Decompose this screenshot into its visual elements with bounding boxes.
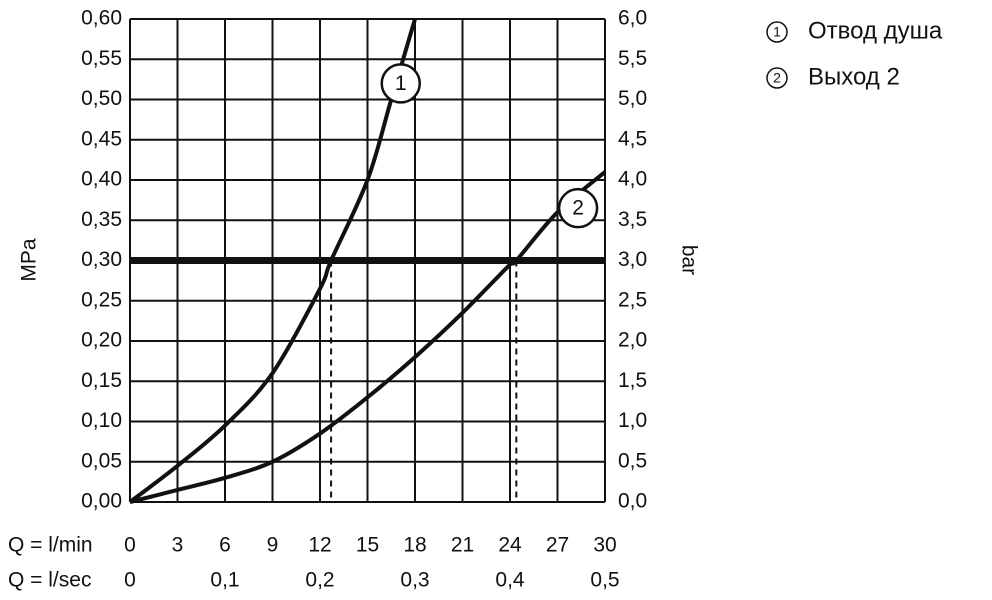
curve-label-circle: [380, 63, 421, 104]
y-tick-label: 0,20: [81, 329, 122, 352]
x-tick-label: 24: [498, 534, 522, 557]
y-tick-label: 0,30: [81, 248, 122, 271]
x2-tick-label: 0,4: [495, 569, 525, 592]
y-tick-label: 0,55: [81, 47, 122, 70]
x-tick-label: 12: [308, 534, 331, 557]
y-tick-label: 0,45: [81, 127, 122, 150]
y-tick-label: 0,15: [81, 369, 122, 392]
legend-circle: [766, 67, 788, 89]
y2-tick-label: 1,5: [618, 369, 647, 392]
x2-tick-label: 0: [124, 569, 136, 592]
y2-tick-label: 1,0: [618, 409, 647, 432]
legend-number: 2: [773, 70, 781, 86]
x-axis-label: Q = l/min: [8, 534, 93, 557]
curve: [128, 18, 417, 504]
y2-tick-label: 4,0: [618, 168, 647, 191]
y-tick-label: 0,40: [81, 168, 122, 191]
y-tick-label: 0,00: [81, 490, 122, 513]
x-tick-label: 30: [593, 534, 616, 557]
curve: [129, 170, 607, 504]
x-tick-label: 9: [267, 534, 279, 557]
y-tick-label: 0,35: [81, 208, 122, 231]
x-tick-label: 6: [219, 534, 231, 557]
y-tick-label: 0,50: [81, 87, 122, 110]
x-tick-label: 18: [403, 534, 426, 557]
legend-circle: [766, 21, 788, 43]
y2-tick-label: 2,5: [618, 288, 647, 311]
x2-tick-label: 0,5: [590, 569, 619, 592]
x-tick-label: 27: [546, 534, 569, 557]
x-tick-label: 15: [356, 534, 379, 557]
y2-tick-label: 0,5: [618, 449, 647, 472]
y-tick-label: 0,60: [81, 7, 122, 30]
y-tick-label: 0,05: [81, 449, 122, 472]
curve-label: 2: [572, 197, 584, 220]
y2-axis-label: bar: [677, 245, 700, 275]
y2-tick-label: 6,0: [618, 7, 647, 30]
x2-tick-label: 0,1: [210, 569, 239, 592]
y2-tick-label: 4,5: [618, 127, 647, 150]
y2-tick-label: 2,0: [618, 329, 647, 352]
legend-label: Отвод душа: [808, 17, 943, 44]
y2-tick-label: 5,5: [618, 47, 647, 70]
x2-axis-label: Q = l/sec: [8, 569, 91, 592]
x-tick-label: 3: [172, 534, 184, 557]
x2-tick-label: 0,2: [305, 569, 334, 592]
x2-tick-label: 0,3: [400, 569, 429, 592]
x-tick-label: 21: [451, 534, 474, 557]
y-tick-label: 0,10: [81, 409, 122, 432]
y-axis-label: MPa: [18, 238, 41, 282]
y2-tick-label: 3,5: [618, 208, 647, 231]
legend-number: 1: [773, 24, 781, 40]
curve-label-circle: [557, 187, 599, 229]
x-tick-label: 0: [124, 534, 136, 557]
y2-tick-label: 5,0: [618, 87, 647, 110]
y2-tick-label: 0,0: [618, 490, 647, 513]
curve-label: 1: [395, 72, 407, 95]
y2-tick-label: 3,0: [618, 248, 647, 271]
legend-label: Выход 2: [808, 63, 900, 90]
y-tick-label: 0,25: [81, 288, 122, 311]
